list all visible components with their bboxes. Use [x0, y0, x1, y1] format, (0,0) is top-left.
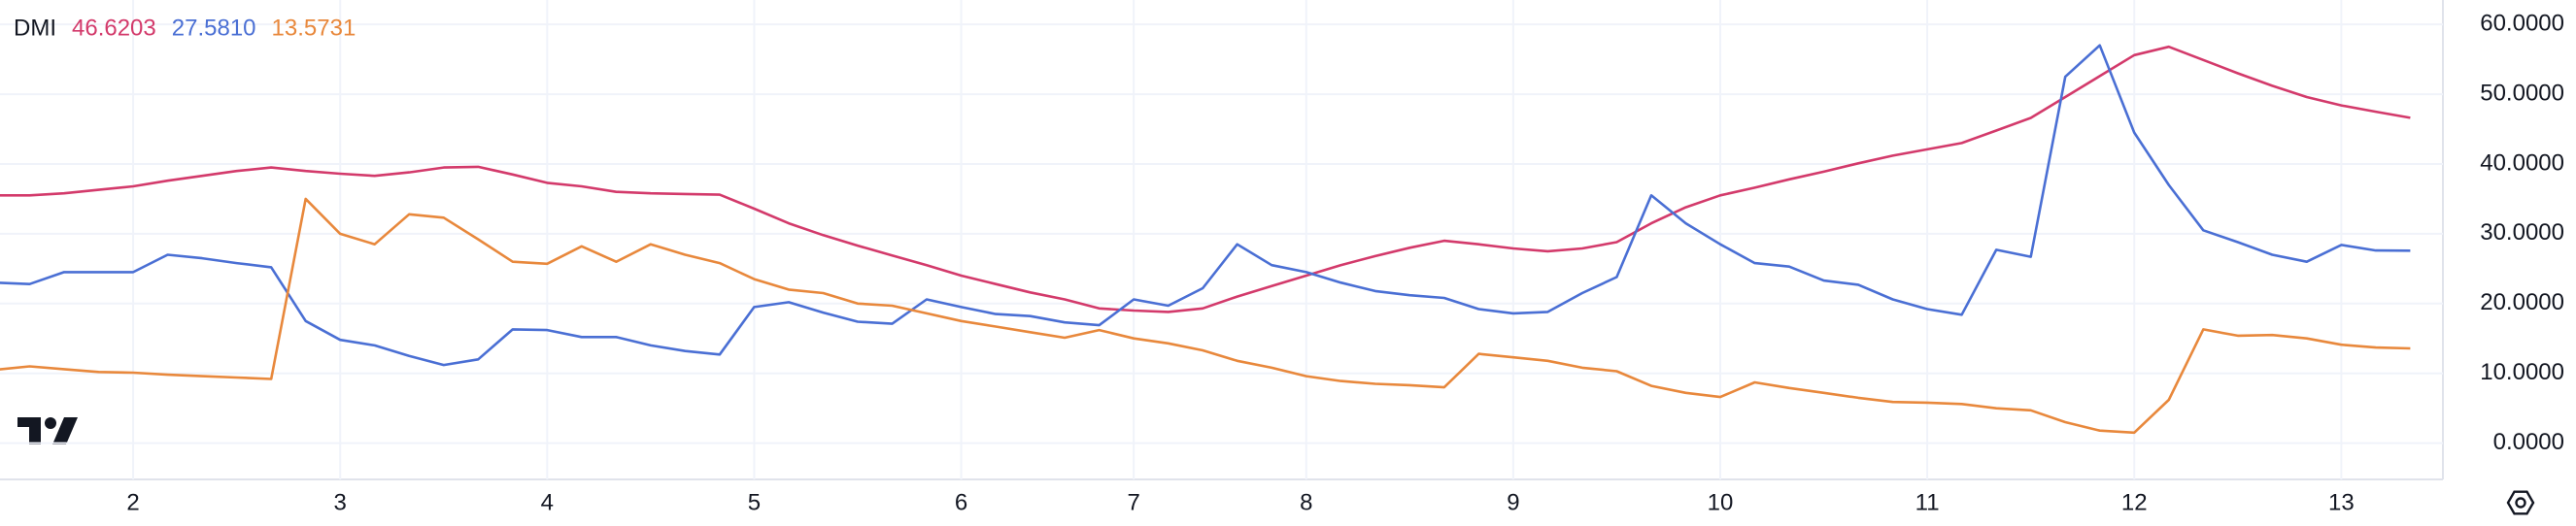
- x-tick-label: 5: [748, 489, 761, 515]
- dmi-line: [0, 45, 2411, 313]
- x-tick-label: 8: [1300, 489, 1312, 515]
- x-tick-label: 4: [541, 489, 554, 515]
- indicator-name: DMI: [14, 15, 56, 41]
- dmi-line: [0, 197, 2411, 435]
- logo: [17, 417, 78, 444]
- y-tick-label: 30.0000: [2480, 219, 2564, 246]
- legend-value: 13.5731: [272, 15, 356, 41]
- x-tick-label: 11: [1915, 489, 1940, 515]
- settings-icon[interactable]: [2506, 490, 2535, 515]
- y-tick-label: 20.0000: [2480, 289, 2564, 315]
- y-tick-label: 0.0000: [2493, 429, 2564, 455]
- x-tick-label: 9: [1507, 489, 1519, 515]
- legend-value: 46.6203: [72, 15, 156, 41]
- x-tick-label: 3: [334, 489, 347, 515]
- y-tick-label: 50.0000: [2480, 80, 2564, 106]
- x-tick-label: 12: [2121, 489, 2148, 515]
- dmi-line: [0, 44, 2411, 367]
- y-tick-label: 10.0000: [2480, 359, 2564, 385]
- y-tick-label: 60.0000: [2480, 11, 2564, 37]
- x-tick-label: 6: [955, 489, 967, 515]
- x-tick-label: 13: [2328, 489, 2355, 515]
- y-tick-label: 40.0000: [2480, 149, 2564, 176]
- x-tick-label: 10: [1708, 489, 1734, 515]
- x-tick-label: 7: [1127, 489, 1139, 515]
- legend-value: 27.5810: [172, 15, 256, 41]
- x-tick-label: 2: [126, 489, 139, 515]
